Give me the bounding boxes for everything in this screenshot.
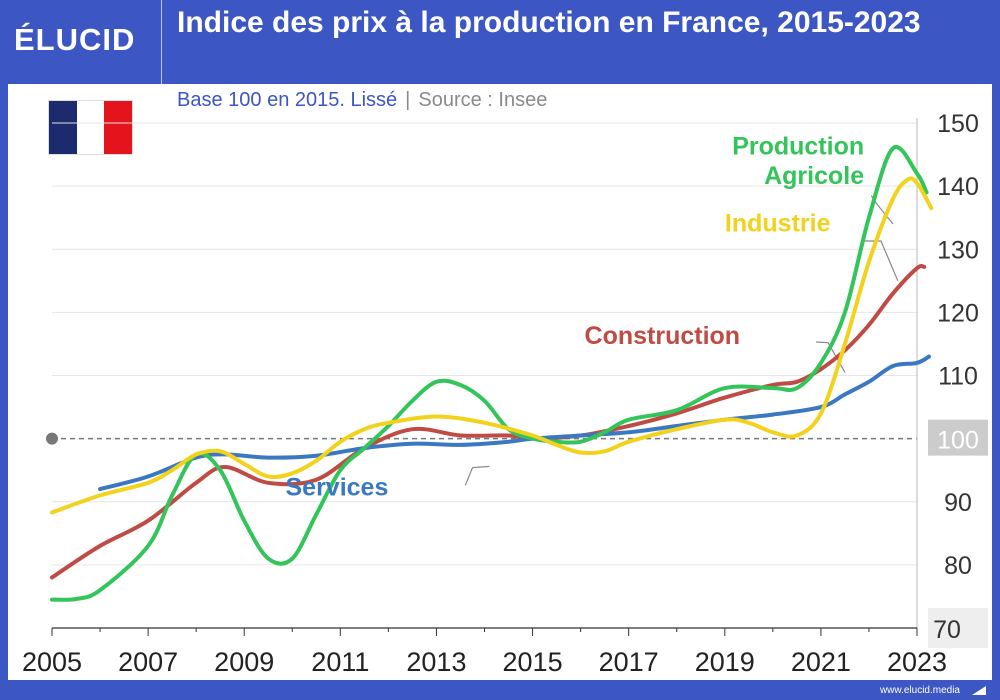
- x-tick-label: 2011: [311, 647, 369, 677]
- axes: 70 80 90 100 110 120 130 140 150 2005 2007 2009 2011…: [22, 110, 988, 677]
- chart-panel: [8, 84, 992, 680]
- chart-title: Indice des prix à la production en Franc…: [177, 6, 921, 39]
- grid-lines: [46, 122, 917, 566]
- series-label-services: Services: [286, 473, 389, 501]
- x-tick-label: 2021: [791, 647, 851, 677]
- series-label-industrie: Industrie: [725, 210, 831, 238]
- series-label-production: Production: [732, 133, 864, 161]
- y-tick-label: 140: [937, 173, 979, 201]
- series-label-construction: Construction: [585, 322, 741, 350]
- x-tick-label: 2017: [599, 647, 659, 677]
- y-axis-floor-box: [928, 608, 988, 648]
- series-label-agricole: Agricole: [764, 162, 864, 190]
- header: ÉLUCID Indice des prix à la production e…: [0, 0, 1000, 84]
- y-tick-label: 90: [944, 489, 972, 517]
- series-lines: [50, 144, 934, 602]
- x-tick-label: 2013: [406, 647, 466, 677]
- x-tick-label: 2015: [503, 647, 563, 677]
- y-tick-label: 70: [933, 616, 961, 644]
- reference-badge: [928, 419, 988, 456]
- y-tick-label: 130: [937, 236, 979, 264]
- subtitle-separator: |: [405, 89, 411, 111]
- y-tick-label: 100: [937, 427, 979, 455]
- reference-dot: [46, 432, 58, 445]
- x-tick-label: 2009: [214, 647, 274, 677]
- series-line-services: [98, 354, 931, 492]
- flag-stripe-white: [76, 101, 105, 154]
- footer-url[interactable]: www.elucid.media: [879, 685, 960, 696]
- footer-logo-icon: [972, 686, 986, 695]
- flag-stripe-red: [104, 101, 133, 154]
- x-tick-label: 2005: [22, 647, 82, 677]
- flag-stripe-blue: [49, 101, 77, 154]
- x-tick-label: 2023: [887, 647, 947, 677]
- y-tick-label: 80: [944, 552, 972, 580]
- label-pointer-industrie: [861, 240, 899, 282]
- brand-logo[interactable]: ÉLUCID: [14, 22, 136, 57]
- subtitle-text: Base 100 en 2015. Lissé: [177, 89, 398, 111]
- logo-separator: [161, 0, 162, 84]
- y-tick-label: 120: [937, 299, 979, 327]
- x-tick-label: 2007: [118, 647, 178, 677]
- label-pointer-services: [464, 465, 490, 486]
- x-tick-label: 2019: [695, 647, 755, 677]
- y-tick-label: 110: [938, 363, 978, 391]
- y-tick-label: 150: [937, 110, 979, 138]
- chart-subtitle: Base 100 en 2015. Lissé | Source : Insee: [177, 89, 547, 112]
- series-line-production: [50, 144, 929, 602]
- series-line-industrie: [50, 176, 934, 515]
- source-text: Source : Insee: [418, 89, 548, 111]
- france-flag-icon: [48, 100, 133, 155]
